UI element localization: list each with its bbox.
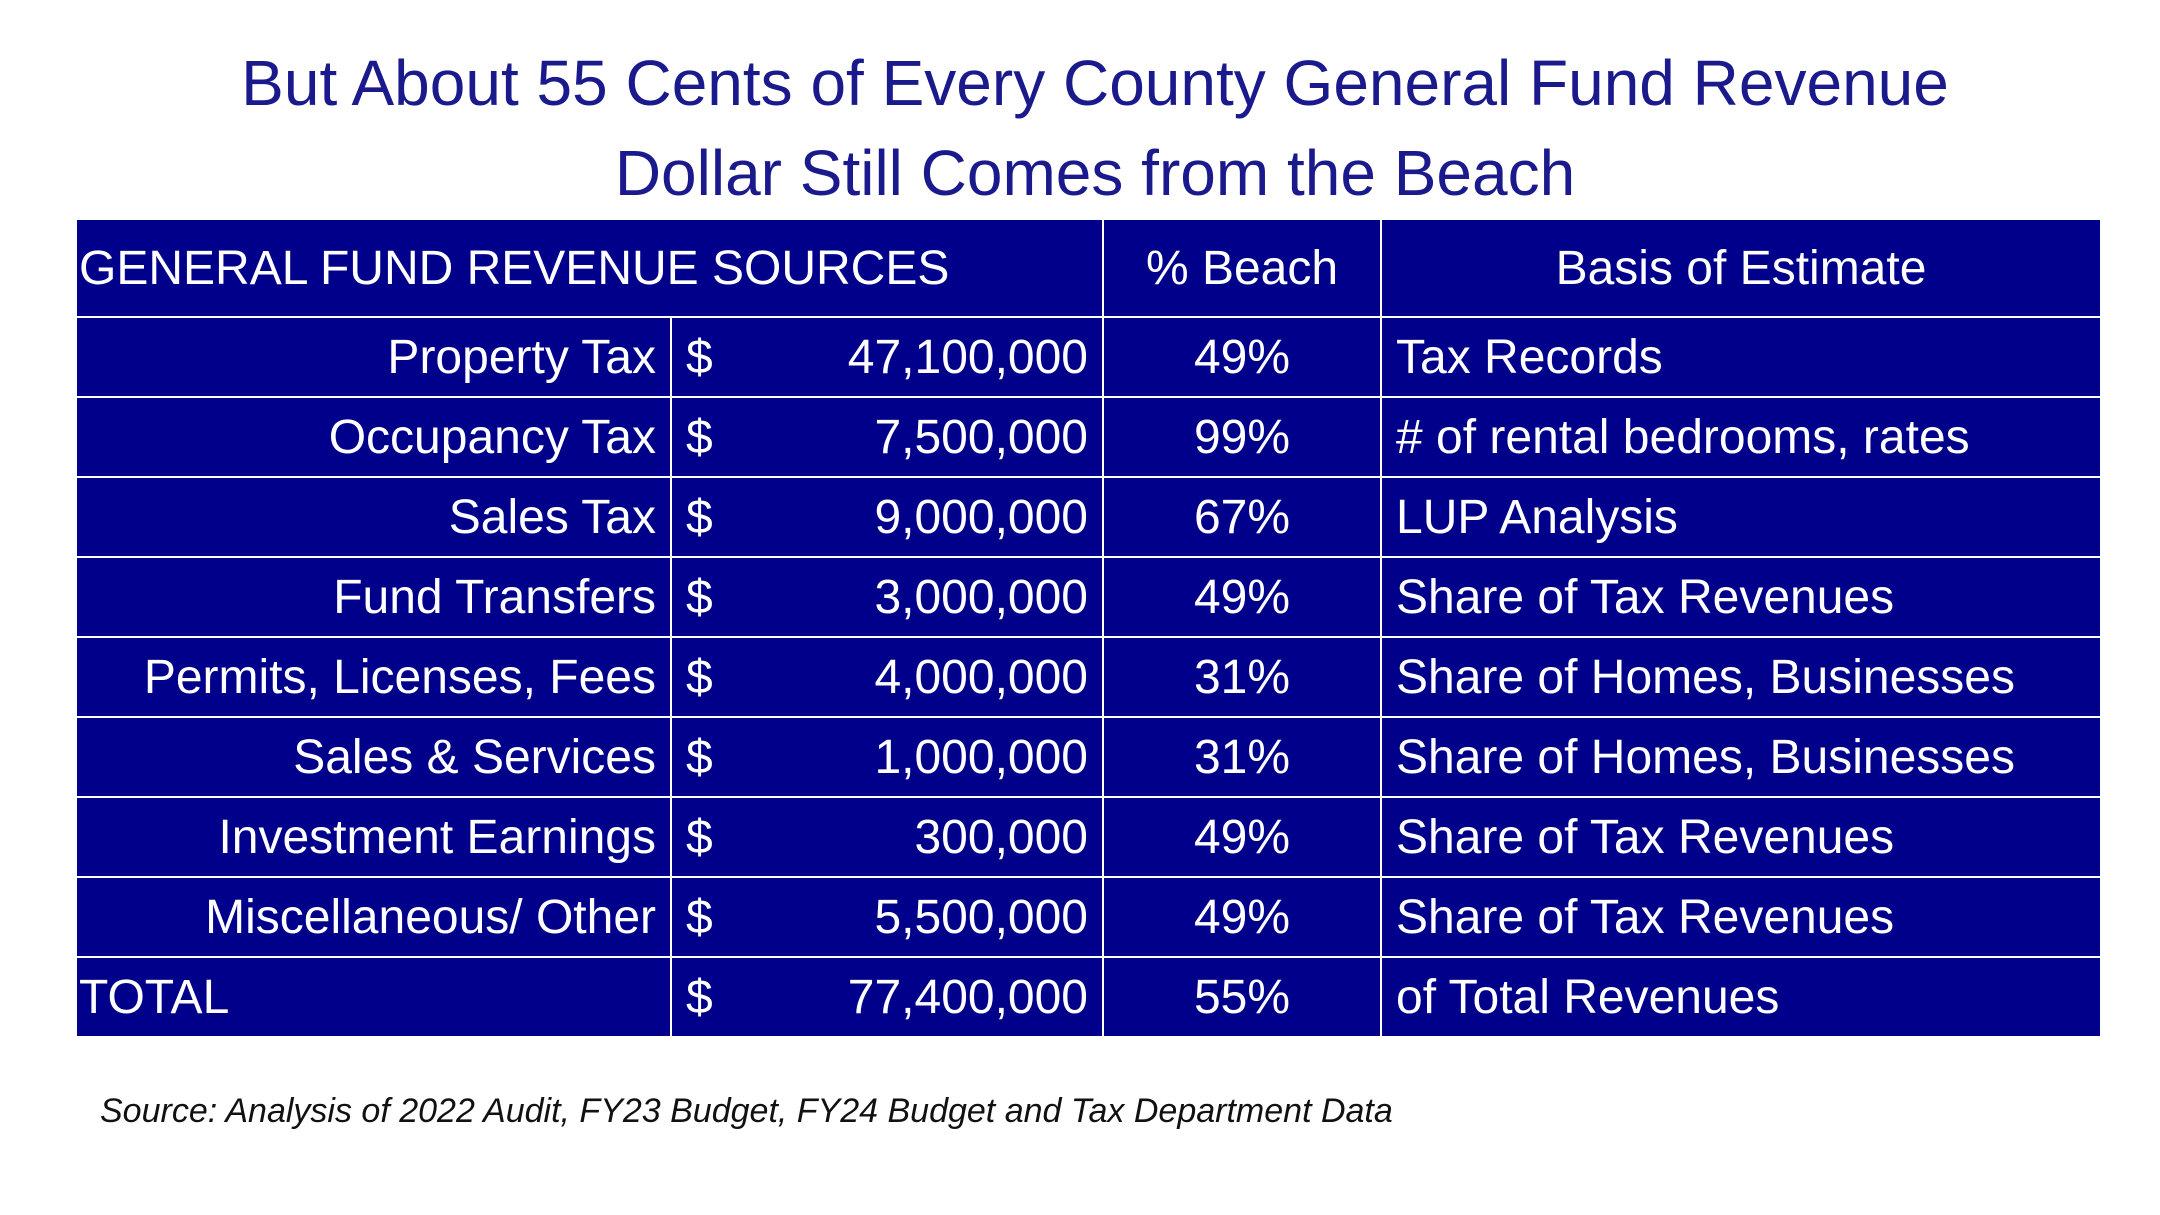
basis-cell: of Total Revenues: [1380, 956, 2102, 1038]
revenue-source-label: Miscellaneous/ Other: [75, 876, 672, 958]
revenue-source-label: Investment Earnings: [75, 796, 672, 878]
basis-cell: Share of Tax Revenues: [1380, 876, 2102, 958]
pct-beach-cell: 49%: [1102, 796, 1382, 878]
table-row: Sales & Services $1,000,000 31% Share of Ho…: [75, 716, 2102, 798]
currency-symbol: $: [686, 650, 713, 704]
table-header-row: GENERAL FUND REVENUE SOURCES % Beach Bas…: [75, 218, 2102, 318]
amount-value: 300,000: [914, 810, 1088, 864]
amount-cell: $300,000: [670, 796, 1104, 878]
revenue-source-label: Occupancy Tax: [75, 396, 672, 478]
currency-symbol: $: [686, 810, 713, 864]
currency-symbol: $: [686, 730, 713, 784]
revenue-source-label: Property Tax: [75, 316, 672, 398]
pct-beach-cell: 49%: [1102, 316, 1382, 398]
slide-title: But About 55 Cents of Every County Gener…: [0, 38, 2160, 218]
amount-value: 3,000,000: [874, 570, 1088, 624]
basis-cell: Tax Records: [1380, 316, 2102, 398]
header-sources: GENERAL FUND REVENUE SOURCES: [75, 218, 1104, 318]
pct-beach-cell: 67%: [1102, 476, 1382, 558]
amount-cell: $5,500,000: [670, 876, 1104, 958]
revenue-source-label: Fund Transfers: [75, 556, 672, 638]
amount-value: 77,400,000: [847, 970, 1088, 1024]
header-basis: Basis of Estimate: [1380, 218, 2102, 318]
pct-beach-cell: 55%: [1102, 956, 1382, 1038]
table-row: Sales Tax $9,000,000 67% LUP Analysis: [75, 476, 2102, 558]
currency-symbol: $: [686, 330, 713, 384]
amount-value: 7,500,000: [874, 410, 1088, 464]
table-row: Investment Earnings $300,000 49% Share of T…: [75, 796, 2102, 878]
basis-cell: Share of Homes, Businesses: [1380, 636, 2102, 718]
basis-cell: Share of Tax Revenues: [1380, 556, 2102, 638]
pct-beach-cell: 49%: [1102, 556, 1382, 638]
basis-cell: Share of Tax Revenues: [1380, 796, 2102, 878]
table-row: Miscellaneous/ Other $5,500,000 49% Share o…: [75, 876, 2102, 958]
currency-symbol: $: [686, 970, 713, 1024]
basis-cell: # of rental bedrooms, rates: [1380, 396, 2102, 478]
amount-value: 4,000,000: [874, 650, 1088, 704]
table-row: Fund Transfers $3,000,000 49% Share of Tax …: [75, 556, 2102, 638]
table-row: Permits, Licenses, Fees $4,000,000 31% Shar…: [75, 636, 2102, 718]
amount-cell: $4,000,000: [670, 636, 1104, 718]
pct-beach-cell: 49%: [1102, 876, 1382, 958]
pct-beach-cell: 31%: [1102, 636, 1382, 718]
amount-value: 1,000,000: [874, 730, 1088, 784]
amount-cell: $3,000,000: [670, 556, 1104, 638]
pct-beach-cell: 31%: [1102, 716, 1382, 798]
amount-value: 47,100,000: [847, 330, 1088, 384]
revenue-source-label: Permits, Licenses, Fees: [75, 636, 672, 718]
currency-symbol: $: [686, 410, 713, 464]
currency-symbol: $: [686, 570, 713, 624]
revenue-source-label: Sales & Services: [75, 716, 672, 798]
revenue-source-label: Sales Tax: [75, 476, 672, 558]
total-row: TOTAL $77,400,000 55% of Total Revenues: [75, 956, 2102, 1038]
title-line-1: But About 55 Cents of Every County Gener…: [241, 47, 1949, 119]
header-pct-beach: % Beach: [1102, 218, 1382, 318]
currency-symbol: $: [686, 490, 713, 544]
amount-cell: $47,100,000: [670, 316, 1104, 398]
amount-cell: $1,000,000: [670, 716, 1104, 798]
currency-symbol: $: [686, 890, 713, 944]
amount-cell: $7,500,000: [670, 396, 1104, 478]
pct-beach-cell: 99%: [1102, 396, 1382, 478]
table-row: Occupancy Tax $7,500,000 99% # of rental be…: [75, 396, 2102, 478]
amount-value: 5,500,000: [874, 890, 1088, 944]
amount-cell: $9,000,000: [670, 476, 1104, 558]
total-label: TOTAL: [75, 956, 672, 1038]
source-note: Source: Analysis of 2022 Audit, FY23 Bud…: [100, 1092, 1393, 1130]
amount-value: 9,000,000: [874, 490, 1088, 544]
basis-cell: LUP Analysis: [1380, 476, 2102, 558]
basis-cell: Share of Homes, Businesses: [1380, 716, 2102, 798]
title-line-2: Dollar Still Comes from the Beach: [614, 137, 1576, 209]
amount-cell: $77,400,000: [670, 956, 1104, 1038]
table-row: Property Tax $47,100,000 49% Tax Records: [75, 316, 2102, 398]
revenue-table: GENERAL FUND REVENUE SOURCES % Beach Bas…: [75, 218, 2102, 1038]
